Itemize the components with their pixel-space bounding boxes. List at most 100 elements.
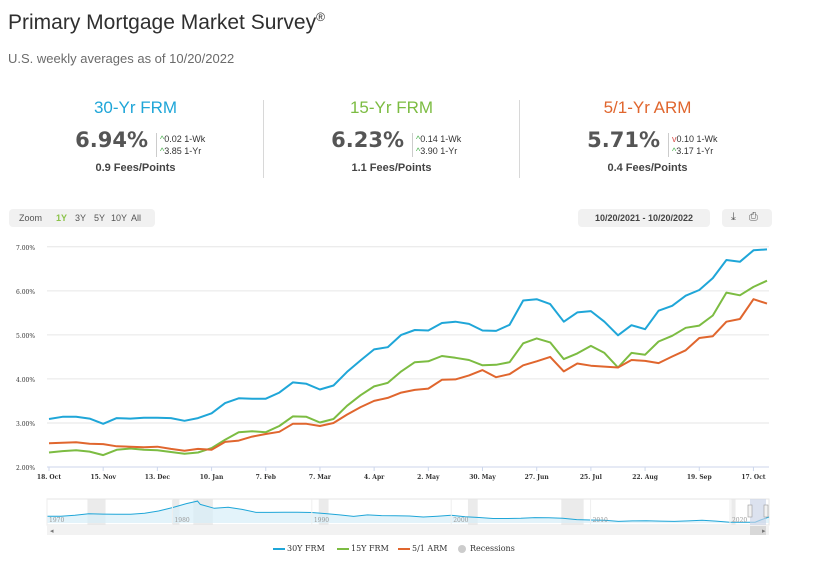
x-tick-label: 17. Oct xyxy=(741,474,765,481)
page-subtitle: U.S. weekly averages as of 10/20/2022 xyxy=(8,51,235,66)
arrow-up-icon: ^ xyxy=(160,134,165,144)
x-tick-label: 10. Jan xyxy=(200,474,224,481)
y-tick-label: 2.00% xyxy=(16,465,35,472)
navigator-tick-label: 2000 xyxy=(453,517,468,524)
yearly-change: 3.17 1-Yr xyxy=(676,146,714,156)
rate-deltas: v0.10 1-Wk ^3.17 1-Yr xyxy=(668,133,718,157)
yearly-change: 3.85 1-Yr xyxy=(164,146,202,156)
arrow-up-icon: ^ xyxy=(416,146,421,156)
legend-swatch xyxy=(458,545,466,553)
weekly-change: 0.02 1-Wk xyxy=(164,134,206,144)
recession-band xyxy=(193,499,213,525)
x-tick-label: 27. Jun xyxy=(525,474,550,481)
rate-card-30yr: 30-Yr FRM 6.94% ^0.02 1-Wk ^3.85 1-Yr 0.… xyxy=(8,98,263,180)
navigator-background xyxy=(46,498,770,526)
weekly-change: 0.10 1-Wk xyxy=(676,134,718,144)
x-tick-label: 22. Aug xyxy=(632,474,659,481)
rate-deltas: ^0.14 1-Wk ^3.90 1-Yr xyxy=(412,133,461,157)
y-tick-label: 5.00% xyxy=(16,333,35,340)
card-divider xyxy=(263,100,264,178)
zoom-3y-button[interactable]: 3Y xyxy=(75,213,87,223)
fees-points: 1.1 Fees/Points xyxy=(351,162,432,174)
navigator-selection xyxy=(750,499,766,525)
zoom-5y-button[interactable]: 5Y xyxy=(94,213,106,223)
y-tick-label: 4.00% xyxy=(16,377,35,384)
print-icon[interactable]: ⎙ xyxy=(749,211,758,223)
x-tick-label: 2. May xyxy=(417,474,440,481)
title-text: Primary Mortgage Market Survey xyxy=(8,11,317,34)
navigator-area xyxy=(47,501,769,523)
legend-label: 30Y FRM xyxy=(287,544,325,553)
legend-item-arm[interactable]: 5/1 ARM xyxy=(398,544,447,553)
arrow-up-icon: ^ xyxy=(672,146,677,156)
rate-deltas: ^0.02 1-Wk ^3.85 1-Yr xyxy=(156,133,205,157)
series-line-15y-frm xyxy=(48,279,768,457)
rate-value: 6.23% xyxy=(331,128,404,152)
x-tick-label: 13. Dec xyxy=(145,474,171,481)
recession-band xyxy=(87,499,106,525)
legend-item-recessions[interactable]: Recessions xyxy=(456,544,515,553)
date-range-display[interactable]: 10/20/2021 - 10/20/2022 xyxy=(578,209,710,227)
scrollbar-thumb xyxy=(750,526,766,535)
navigator-tick-label: 1990 xyxy=(314,517,329,524)
navigator-scrollbar xyxy=(47,526,769,535)
scrollbar-left-arrow-icon: ◂ xyxy=(50,527,54,535)
arrow-down-icon: v xyxy=(672,134,677,144)
fees-points: 0.9 Fees/Points xyxy=(95,162,176,174)
rate-value: 6.94% xyxy=(75,128,148,152)
x-tick-label: 30. May xyxy=(469,474,496,481)
registered-mark: ® xyxy=(316,10,325,24)
zoom-1y-button[interactable]: 1Y xyxy=(56,213,68,223)
navigator-line xyxy=(47,500,770,523)
rate-card-arm: 5/1-Yr ARM 5.71% v0.10 1-Wk ^3.17 1-Yr 0… xyxy=(520,98,775,180)
rate-value: 5.71% xyxy=(587,128,660,152)
recession-band xyxy=(561,499,584,525)
rates-chart: 2.00% 3.00% 4.00% 5.00% 6.00% 7.00% 18. Oct 15… xyxy=(16,238,769,481)
download-icon[interactable]: ⤓ xyxy=(731,211,736,223)
weekly-change: 0.14 1-Wk xyxy=(420,134,462,144)
legend-label: 5/1 ARM xyxy=(412,544,448,553)
x-tick-label: 15. Nov xyxy=(90,474,116,481)
recession-band xyxy=(467,499,478,525)
recession-band xyxy=(172,499,180,525)
x-tick-label: 4. Apr xyxy=(364,474,385,481)
x-tick-label: 25. Jul xyxy=(580,474,603,481)
zoom-all-button[interactable]: All xyxy=(131,213,142,223)
legend-swatch xyxy=(273,548,285,550)
navigator-tick-label: 1970 xyxy=(49,517,64,524)
rate-card-title: 5/1-Yr ARM xyxy=(603,98,692,117)
chart-tools: ⤓ ⎙ xyxy=(722,209,772,227)
zoom-selector: Zoom 1Y 3Y 5Y 10Y All xyxy=(9,209,155,227)
legend-swatch xyxy=(398,548,410,550)
zoom-10y-button[interactable]: 10Y xyxy=(111,213,128,223)
card-divider xyxy=(519,100,520,178)
y-tick-label: 6.00% xyxy=(16,289,35,296)
legend-label: Recessions xyxy=(470,544,515,553)
navigator-tick-label: 2010 xyxy=(593,517,608,524)
x-tick-label: 7. Mar xyxy=(309,474,332,481)
arrow-up-icon: ^ xyxy=(160,146,165,156)
fees-points: 0.4 Fees/Points xyxy=(607,162,688,174)
rate-card-15yr: 15-Yr FRM 6.23% ^0.14 1-Wk ^3.90 1-Yr 1.… xyxy=(264,98,519,180)
legend-item-30y[interactable]: 30Y FRM xyxy=(273,544,325,553)
legend-swatch xyxy=(337,548,349,550)
navigator-tick-label: 2020 xyxy=(732,517,747,524)
series-line-5-1-arm xyxy=(48,298,768,452)
rate-card-title: 30-Yr FRM xyxy=(93,98,178,117)
page-title: Primary Mortgage Market Survey® xyxy=(8,10,325,35)
y-tick-label: 7.00% xyxy=(16,245,35,252)
x-tick-label: 18. Oct xyxy=(37,474,61,481)
navigator-tick-label: 1980 xyxy=(174,517,189,524)
scrollbar-right-arrow-icon: ▸ xyxy=(762,527,766,535)
navigator-handle-right xyxy=(763,504,769,518)
rate-card-title: 15-Yr FRM xyxy=(349,98,434,117)
yearly-change: 3.90 1-Yr xyxy=(420,146,458,156)
zoom-label: Zoom xyxy=(19,213,43,223)
x-tick-label: 19. Sep xyxy=(687,474,712,481)
legend-item-15y[interactable]: 15Y FRM xyxy=(337,544,389,553)
arrow-up-icon: ^ xyxy=(416,134,421,144)
plot-area xyxy=(47,238,769,467)
legend-label: 15Y FRM xyxy=(351,544,389,553)
navigator-handle-left xyxy=(747,504,753,518)
